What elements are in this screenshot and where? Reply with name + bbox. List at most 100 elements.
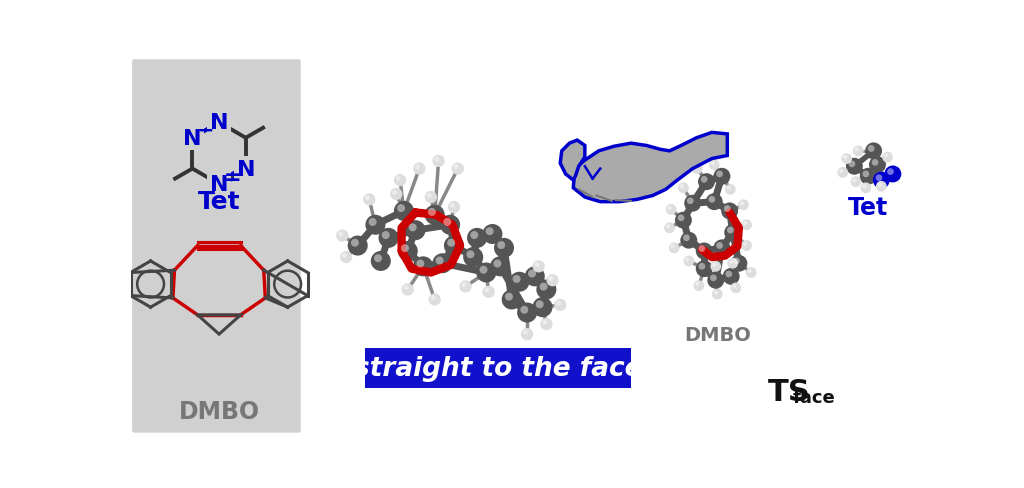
Circle shape [537, 280, 556, 300]
Circle shape [547, 274, 559, 287]
Circle shape [351, 239, 358, 247]
Circle shape [517, 303, 538, 323]
Circle shape [498, 242, 505, 249]
Circle shape [485, 228, 494, 236]
Circle shape [392, 190, 397, 195]
Circle shape [502, 290, 521, 310]
Circle shape [548, 277, 553, 282]
Circle shape [403, 285, 409, 290]
Circle shape [394, 202, 414, 222]
Circle shape [374, 255, 382, 263]
Circle shape [513, 275, 520, 284]
FancyBboxPatch shape [366, 348, 631, 388]
Circle shape [745, 267, 757, 278]
FancyBboxPatch shape [132, 60, 301, 433]
Circle shape [532, 261, 545, 273]
Circle shape [695, 243, 713, 260]
Circle shape [680, 185, 684, 189]
Circle shape [409, 224, 417, 232]
Text: −: − [197, 120, 214, 140]
Circle shape [839, 169, 844, 174]
Text: N: N [183, 128, 202, 148]
Circle shape [435, 257, 443, 265]
Circle shape [698, 174, 715, 191]
Circle shape [490, 257, 510, 277]
Circle shape [853, 146, 863, 157]
Text: TS: TS [768, 378, 811, 407]
Circle shape [520, 306, 528, 314]
Circle shape [838, 168, 848, 179]
Circle shape [427, 193, 431, 199]
Circle shape [695, 261, 713, 278]
Circle shape [366, 215, 385, 235]
Circle shape [693, 281, 705, 291]
Circle shape [716, 171, 723, 178]
Circle shape [860, 168, 877, 185]
Circle shape [401, 244, 409, 253]
Circle shape [541, 318, 553, 330]
Circle shape [884, 154, 888, 158]
Circle shape [665, 223, 675, 234]
Circle shape [336, 230, 348, 242]
Circle shape [434, 157, 439, 163]
Circle shape [430, 296, 435, 301]
Circle shape [711, 262, 721, 272]
Circle shape [865, 143, 882, 160]
Circle shape [730, 283, 741, 294]
Circle shape [714, 291, 718, 295]
Circle shape [683, 256, 694, 267]
Circle shape [876, 182, 887, 192]
Circle shape [741, 241, 752, 251]
Circle shape [693, 165, 698, 170]
Circle shape [869, 157, 886, 174]
Circle shape [878, 183, 882, 187]
Circle shape [379, 228, 398, 248]
Circle shape [390, 188, 402, 201]
Circle shape [338, 232, 343, 237]
Circle shape [494, 260, 502, 268]
Circle shape [532, 298, 553, 318]
Circle shape [528, 270, 536, 278]
Circle shape [340, 251, 352, 264]
Circle shape [712, 263, 717, 267]
Polygon shape [573, 133, 727, 202]
Circle shape [860, 183, 871, 194]
Circle shape [432, 155, 444, 168]
Circle shape [394, 175, 407, 187]
Text: =: = [223, 168, 242, 188]
Circle shape [413, 163, 425, 175]
Circle shape [540, 283, 548, 291]
Circle shape [443, 219, 452, 226]
Circle shape [462, 283, 466, 287]
Circle shape [742, 222, 748, 226]
Circle shape [683, 235, 690, 242]
Circle shape [851, 177, 861, 188]
Text: N: N [210, 175, 228, 195]
Circle shape [452, 163, 464, 175]
Circle shape [712, 289, 723, 300]
Circle shape [706, 194, 723, 211]
Circle shape [470, 232, 478, 240]
Text: Tet: Tet [198, 189, 241, 213]
Circle shape [862, 171, 869, 178]
Circle shape [521, 328, 534, 341]
Circle shape [871, 160, 879, 166]
Circle shape [885, 166, 901, 183]
Circle shape [695, 283, 699, 286]
Circle shape [709, 160, 720, 171]
Circle shape [714, 240, 730, 257]
Circle shape [463, 247, 483, 267]
Circle shape [727, 186, 731, 191]
Circle shape [710, 275, 717, 282]
Circle shape [429, 294, 441, 306]
Circle shape [692, 164, 702, 175]
Circle shape [509, 272, 529, 292]
Circle shape [730, 255, 748, 272]
Circle shape [675, 212, 692, 229]
Circle shape [733, 258, 740, 265]
Circle shape [382, 232, 390, 240]
Circle shape [678, 183, 689, 194]
Text: N: N [237, 159, 255, 179]
Text: Tet: Tet [848, 196, 889, 220]
Circle shape [371, 251, 391, 271]
